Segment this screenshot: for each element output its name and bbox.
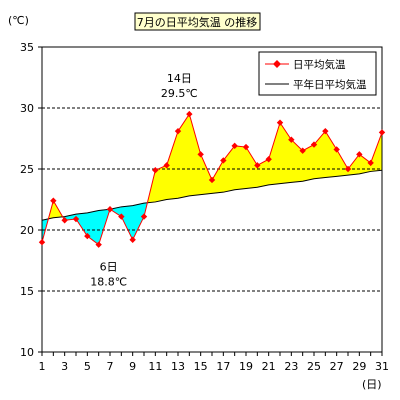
fill-below-normal xyxy=(121,205,133,240)
data-point-day-28 xyxy=(344,165,352,173)
x-tick-label-31: 31 xyxy=(375,360,389,373)
data-point-day-21 xyxy=(265,156,272,163)
fill-above-normal xyxy=(291,139,303,183)
data-point-day-26 xyxy=(322,127,329,135)
fill-above-normal xyxy=(257,158,269,188)
x-axis-unit-label: (日) xyxy=(362,378,382,391)
y-tick-label-25: 25 xyxy=(20,163,34,176)
data-point-day-8 xyxy=(118,213,125,220)
x-tick-label-21: 21 xyxy=(262,360,276,373)
fill-above-normal xyxy=(177,113,190,199)
x-tick-label-11: 11 xyxy=(148,360,162,373)
fill-above-normal xyxy=(245,146,258,189)
y-tick-label-20: 20 xyxy=(20,224,34,237)
legend-box xyxy=(258,51,377,96)
fill-above-normal xyxy=(347,153,360,176)
annotation-day-14-value: 29.5℃ xyxy=(161,87,198,100)
x-tick-label-5: 5 xyxy=(84,360,91,373)
x-tick-label-17: 17 xyxy=(216,360,230,373)
y-axis-unit-label: (℃) xyxy=(8,14,29,27)
x-tick-label-3: 3 xyxy=(61,360,68,373)
data-point-day-16 xyxy=(208,176,216,184)
legend-marker-diamond-icon xyxy=(273,60,281,68)
data-point-day-30 xyxy=(367,159,374,167)
data-point-day-27 xyxy=(333,146,340,153)
annotation-day-6-value: 18.8℃ xyxy=(90,276,127,289)
x-tick-label-27: 27 xyxy=(330,360,344,373)
data-point-day-9 xyxy=(129,236,136,243)
data-point-day-15 xyxy=(197,151,204,158)
data-point-day-10 xyxy=(140,213,148,220)
data-point-day-17 xyxy=(220,157,227,164)
data-point-day-31 xyxy=(378,129,386,136)
x-tick-label-25: 25 xyxy=(307,360,321,373)
annotation-day-6-label: 6日 xyxy=(100,261,118,274)
chart-title: 7月の日平均気温 の推移 xyxy=(137,15,258,29)
data-point-day-25 xyxy=(310,141,318,148)
daily-temperature-markers xyxy=(38,110,386,248)
data-point-day-5 xyxy=(84,232,91,240)
x-tick-label-1: 1 xyxy=(39,360,46,373)
data-point-day-7 xyxy=(106,206,114,213)
y-tick-label-10: 10 xyxy=(20,346,34,359)
data-point-day-24 xyxy=(299,147,306,154)
y-tick-label-15: 15 xyxy=(20,285,34,298)
fill-below-normal xyxy=(87,210,99,246)
fill-below-normal xyxy=(75,212,88,237)
data-point-day-22 xyxy=(276,119,284,126)
data-point-day-13 xyxy=(174,127,182,135)
data-point-day-29 xyxy=(356,151,363,158)
gridlines xyxy=(42,107,382,292)
data-point-day-1 xyxy=(38,239,46,246)
fill-above-normal xyxy=(200,154,213,195)
fill-above-normal xyxy=(336,148,349,177)
data-point-day-4 xyxy=(72,215,80,223)
data-point-day-20 xyxy=(254,162,261,169)
annotation-day-14-label: 14日 xyxy=(167,72,192,85)
y-tick-label-30: 30 xyxy=(20,102,34,115)
data-point-day-19 xyxy=(242,143,250,151)
fill-below-normal xyxy=(132,202,145,240)
annotations: 14日 29.5℃ 6日 18.8℃ xyxy=(90,72,198,289)
data-point-day-14 xyxy=(186,110,193,118)
chart-title-box xyxy=(134,12,261,31)
x-tick-label-13: 13 xyxy=(171,360,185,373)
fill-above-normal xyxy=(234,145,247,191)
data-point-day-3 xyxy=(61,217,68,224)
y-tick-label-35: 35 xyxy=(20,41,34,54)
data-point-day-11 xyxy=(152,167,159,174)
x-axis-ticks: 1 3 5 7 9 11 13 15 17 19 21 23 25 27 29 31 xyxy=(39,352,389,373)
x-tick-label-19: 19 xyxy=(239,360,253,373)
y-axis-ticks: 10 15 20 25 30 35 xyxy=(20,41,42,359)
legend-label-normal: 平年日平均気温 xyxy=(293,78,367,91)
fill-above-normal xyxy=(325,130,337,178)
data-point-day-2 xyxy=(50,197,57,204)
x-tick-label-29: 29 xyxy=(352,360,366,373)
legend: 日平均気温 平年日平均気温 xyxy=(258,51,377,96)
data-point-day-23 xyxy=(288,136,295,143)
data-point-day-12 xyxy=(163,162,170,169)
x-tick-label-9: 9 xyxy=(129,360,136,373)
x-tick-label-15: 15 xyxy=(194,360,208,373)
normal-temperature-line xyxy=(41,169,383,221)
data-point-day-18 xyxy=(231,142,238,150)
x-tick-label-23: 23 xyxy=(284,360,298,373)
x-tick-label-7: 7 xyxy=(107,360,114,373)
data-point-day-6 xyxy=(95,241,102,248)
legend-label-actual: 日平均気温 xyxy=(293,58,346,71)
